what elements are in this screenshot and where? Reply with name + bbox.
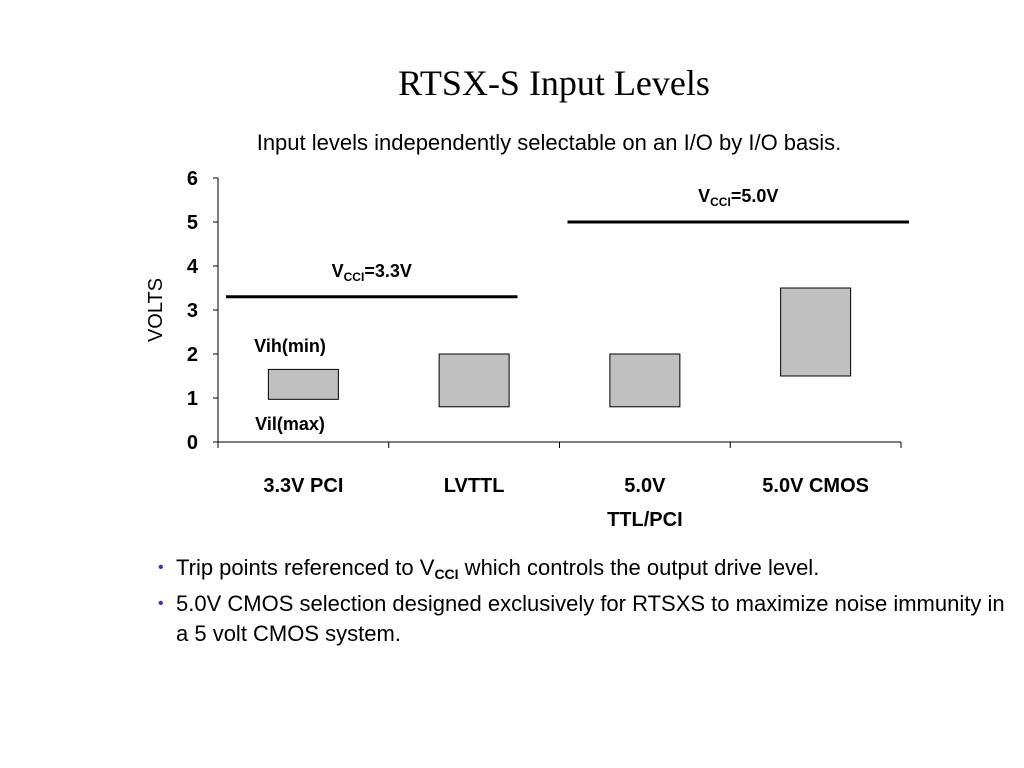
vcci-reference-label: VCCI=3.3V <box>332 261 412 284</box>
y-tick-label: 4 <box>187 256 199 278</box>
range-bar <box>780 287 852 377</box>
bullet-text-pre: Trip points referenced to V <box>176 555 435 580</box>
bullet-list: • Trip points referenced to VCCI which c… <box>158 553 1018 649</box>
bullet-icon: • <box>158 559 164 576</box>
bullet-item: • 5.0V CMOS selection designed exclusive… <box>158 589 1018 649</box>
range-bar <box>438 353 510 408</box>
y-tick-label: 1 <box>187 388 198 410</box>
range-bar <box>267 368 339 400</box>
y-tick-label: 6 <box>187 168 198 190</box>
bullet-icon: • <box>158 595 164 612</box>
x-tick-label: 5.0V <box>624 475 666 497</box>
vil-max-annotation: Vil(max) <box>255 414 325 434</box>
bullet-item: • Trip points referenced to VCCI which c… <box>158 553 1018 589</box>
vih-min-annotation: Vih(min) <box>254 336 326 356</box>
slide-title: RTSX-S Input Levels <box>398 63 710 103</box>
y-tick-label: 0 <box>187 432 198 454</box>
x-tick-label: LVTTL <box>444 475 505 497</box>
x-tick-label: 5.0V CMOS <box>762 475 869 497</box>
y-tick-label: 3 <box>187 300 198 322</box>
y-tick-label: 2 <box>187 344 198 366</box>
slide-subtitle: Input levels independently selectable on… <box>256 130 842 155</box>
bullet-subscript: CCI <box>434 566 459 582</box>
y-tick-label: 5 <box>187 212 198 234</box>
range-bar <box>609 353 681 408</box>
x-tick-label: TTL/PCI <box>607 509 683 531</box>
bullet-text-post: which controls the output drive level. <box>458 555 820 580</box>
x-tick-label: 3.3V PCI <box>263 475 343 497</box>
vcci-reference-label: VCCI=5.0V <box>698 186 778 209</box>
bullet-text-pre: 5.0V CMOS selection designed exclusively… <box>176 591 1005 646</box>
y-axis-label: VOLTS <box>145 278 167 342</box>
